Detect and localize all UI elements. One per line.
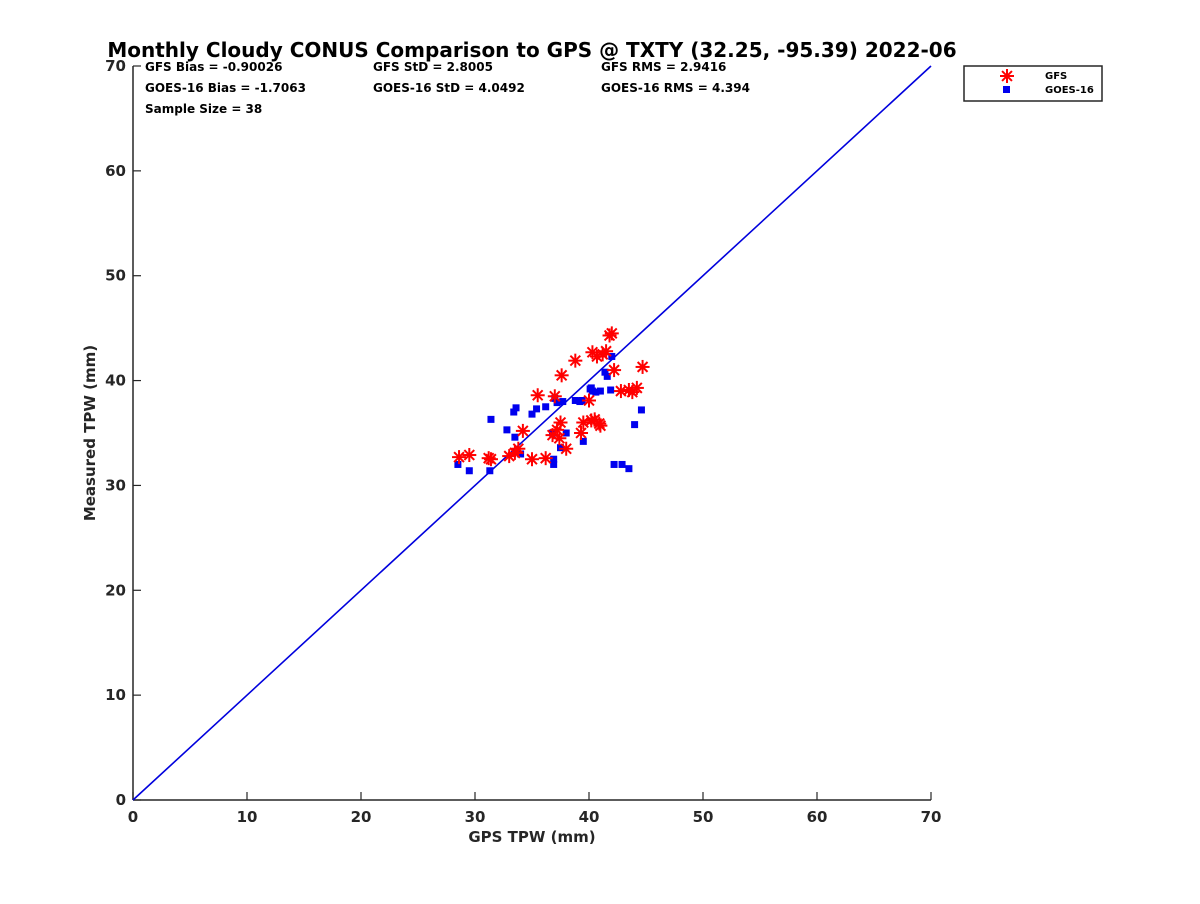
gfs-point xyxy=(599,344,614,359)
gfs-point xyxy=(629,380,644,395)
x-tick-label: 20 xyxy=(351,808,372,826)
stat-goes-rms: GOES-16 RMS = 4.394 xyxy=(601,81,750,95)
gfs-point xyxy=(604,326,619,341)
goes-point xyxy=(596,387,604,395)
gfs-point xyxy=(553,415,568,430)
x-tick-label: 40 xyxy=(579,808,600,826)
gfs-point xyxy=(582,393,596,408)
gfs-point xyxy=(515,423,530,438)
gfs-point xyxy=(483,452,498,467)
gfs-point xyxy=(593,418,608,433)
legend: GFS GOES-16 xyxy=(963,65,1103,102)
y-tick-label: 60 xyxy=(105,162,126,180)
legend-box xyxy=(963,65,1103,102)
stat-goes-bias: GOES-16 Bias = -1.7063 xyxy=(145,81,306,95)
y-tick-label: 70 xyxy=(105,57,126,75)
goes-point xyxy=(607,386,615,394)
axis-ticks: 0 10 20 30 40 50 60 70 0 10 20 30 40 50 60 70 xyxy=(105,57,941,826)
legend-gfs-label: GFS xyxy=(1045,71,1067,82)
x-tick-label: 30 xyxy=(465,808,486,826)
stat-goes-std: GOES-16 StD = 4.0492 xyxy=(373,81,525,95)
goes-point xyxy=(487,415,495,423)
goes-point xyxy=(503,426,511,434)
x-tick-label: 0 xyxy=(128,808,138,826)
legend-gfs-asterisk xyxy=(1000,69,1014,83)
goes-point xyxy=(557,444,564,452)
y-tick-label: 0 xyxy=(116,791,126,809)
y-tick-label: 20 xyxy=(105,581,126,599)
y-tick-label: 50 xyxy=(105,267,126,285)
goes-point xyxy=(592,388,600,396)
goes-point xyxy=(550,460,558,468)
goes-point xyxy=(562,429,570,437)
goes-point xyxy=(559,398,567,406)
gfs-point xyxy=(452,450,467,465)
stat-gfs-std: GFS StD = 2.8005 xyxy=(373,60,493,74)
y-tick-label: 30 xyxy=(105,476,126,494)
one-to-one-line xyxy=(132,65,932,801)
goes-point xyxy=(542,403,550,411)
x-tick-label: 70 xyxy=(921,808,942,826)
stat-gfs-rms: GFS RMS = 2.9416 xyxy=(601,60,726,74)
y-tick-label: 40 xyxy=(105,372,126,390)
gfs-point xyxy=(554,368,569,383)
y-tick-label: 10 xyxy=(105,686,126,704)
goes-point xyxy=(553,399,561,407)
goes-point xyxy=(637,406,645,414)
legend-goes-marker xyxy=(1003,86,1010,93)
reference-line-group xyxy=(132,65,932,801)
gfs-point xyxy=(607,363,622,378)
stat-gfs-bias: GFS Bias = -0.90026 xyxy=(145,60,282,74)
goes-point xyxy=(579,437,587,445)
gfs-point xyxy=(635,359,650,374)
gfs-point xyxy=(559,441,574,456)
x-tick-label: 50 xyxy=(693,808,714,826)
y-axis-label: Measured TPW (mm) xyxy=(81,345,99,521)
x-tick-label: 60 xyxy=(807,808,828,826)
x-axis-label: GPS TPW (mm) xyxy=(468,828,595,846)
gfs-point xyxy=(525,452,539,467)
goes-point xyxy=(608,352,616,360)
goes-point xyxy=(511,433,519,441)
legend-gfs-marker xyxy=(1000,69,1014,83)
goes-point xyxy=(517,450,525,458)
x-tick-label: 10 xyxy=(237,808,258,826)
gfs-point xyxy=(511,441,526,456)
goes-point xyxy=(454,460,462,468)
goes-point xyxy=(465,467,473,475)
goes-point xyxy=(571,396,579,404)
chart-title: Monthly Cloudy CONUS Comparison to GPS @… xyxy=(107,38,956,62)
gfs-point xyxy=(538,451,553,466)
legend-goes-label: GOES-16 xyxy=(1045,85,1094,96)
gfs-point xyxy=(574,426,589,440)
gfs-point xyxy=(552,431,567,446)
stat-sample-size: Sample Size = 38 xyxy=(145,102,262,116)
goes-point xyxy=(486,467,494,475)
goes-point xyxy=(533,405,541,413)
goes-point xyxy=(631,421,639,429)
data-points xyxy=(452,326,650,475)
gfs-point xyxy=(568,353,583,368)
goes-point xyxy=(618,460,626,468)
goes-point xyxy=(510,408,518,416)
goes-point xyxy=(550,455,558,463)
gfs-point xyxy=(530,388,545,403)
gfs-point xyxy=(462,448,477,463)
goes-point xyxy=(625,465,633,473)
goes-point xyxy=(603,372,611,380)
goes-point xyxy=(601,368,609,376)
gfs-point xyxy=(547,389,562,404)
goes-point xyxy=(610,460,618,468)
goes-point xyxy=(512,404,520,412)
goes-point xyxy=(528,410,536,418)
